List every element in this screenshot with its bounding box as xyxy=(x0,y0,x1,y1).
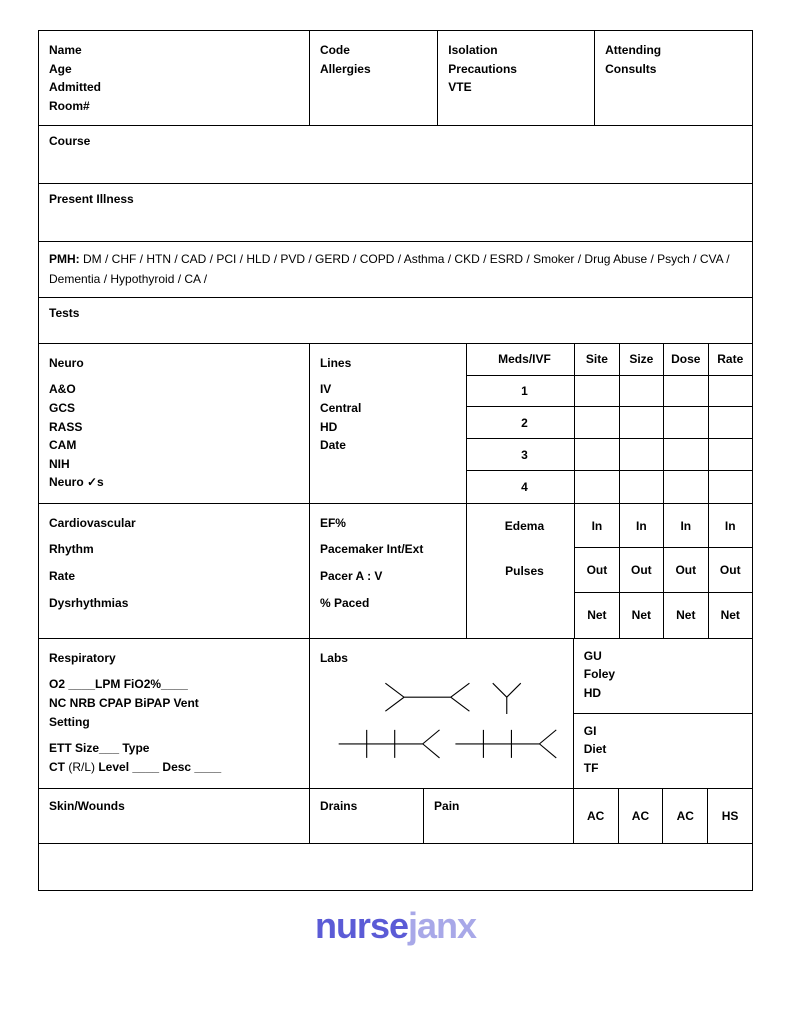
item: ETT Size___ Type xyxy=(49,739,299,758)
header-cell-code: Code Allergies xyxy=(310,31,438,126)
drains-cell: Drains xyxy=(310,789,424,844)
meds-row-2: 2 xyxy=(467,407,752,439)
resp-row: Respiratory O2 ____LPM FiO2%____ NC NRB … xyxy=(39,639,752,789)
report-sheet: Name Age Admitted Room# Code Allergies I… xyxy=(38,30,753,891)
col-size: Size xyxy=(620,344,664,376)
item: % Paced xyxy=(320,594,456,613)
plan-row xyxy=(39,844,752,890)
item: Setting xyxy=(49,713,299,732)
item: Central xyxy=(320,399,456,418)
io-in: Edema In In In In xyxy=(467,504,752,549)
item: IV xyxy=(320,380,456,399)
item: RASS xyxy=(49,418,299,437)
course-row: Course xyxy=(39,126,752,184)
header-cell-attending: Attending Consults xyxy=(595,31,752,126)
item: Date xyxy=(320,436,456,455)
meds-row-1: 1 xyxy=(467,376,752,408)
item: Rate xyxy=(49,567,299,586)
gu-cell: GU Foley HD xyxy=(574,639,752,714)
col-meds: Meds/IVF xyxy=(467,344,575,376)
label: Attending xyxy=(605,41,742,60)
label: Course xyxy=(49,134,90,148)
labs-fishbone-icon xyxy=(320,667,563,783)
col-rate: Rate xyxy=(709,344,752,376)
label: Precautions xyxy=(448,60,584,79)
label: Skin/Wounds xyxy=(49,799,125,813)
labs-cell: Labs xyxy=(310,639,574,789)
label: VTE xyxy=(448,78,584,97)
pmh-list: DM / CHF / HTN / CAD / PCI / HLD / PVD /… xyxy=(49,252,730,285)
label: Tests xyxy=(49,306,79,320)
io-out: Pulses Out Out Out Out xyxy=(467,548,752,593)
pmh-label: PMH: xyxy=(49,252,80,266)
label: Cardiovascular xyxy=(49,514,299,533)
skin-row: Skin/Wounds Drains Pain AC AC AC HS xyxy=(39,789,752,844)
item: Neuro ✓s xyxy=(49,473,299,492)
cell: 2 xyxy=(467,407,575,439)
item: EF% xyxy=(320,514,456,533)
nursejanx-logo: nursejanx xyxy=(38,905,753,947)
col-dose: Dose xyxy=(664,344,708,376)
item: HD xyxy=(320,418,456,437)
meds-row-3: 3 xyxy=(467,439,752,471)
label: Room# xyxy=(49,97,299,116)
gi-cell: GI Diet TF xyxy=(574,714,752,788)
header-cell-isolation: Isolation Precautions VTE xyxy=(438,31,595,126)
label: Labs xyxy=(320,649,563,668)
label: Pain xyxy=(434,799,459,813)
present-illness-row: Present Illness xyxy=(39,184,752,242)
meds-table: Meds/IVF Site Size Dose Rate 1 2 3 4 xyxy=(467,344,752,504)
cardio-cell: Cardiovascular Rhythm Rate Dysrhythmias xyxy=(39,504,310,639)
label: Lines xyxy=(320,354,456,373)
header-cell-patient: Name Age Admitted Room# xyxy=(39,31,310,126)
pmh-row: PMH: DM / CHF / HTN / CAD / PCI / HLD / … xyxy=(39,242,752,297)
item: A&O xyxy=(49,380,299,399)
item: CT (R/L) Level ____ Desc ____ xyxy=(49,758,299,777)
neuro-row: Neuro A&O GCS RASS CAM NIH Neuro ✓s Line… xyxy=(39,344,752,504)
pulses-label: Pulses xyxy=(467,548,575,593)
label: Admitted xyxy=(49,78,299,97)
label: Age xyxy=(49,60,299,79)
item: NIH xyxy=(49,455,299,474)
cell: 4 xyxy=(467,471,575,503)
label: Isolation xyxy=(448,41,584,60)
meds-row-4: 4 xyxy=(467,471,752,503)
item: Dysrhythmias xyxy=(49,594,299,613)
cardio-row: Cardiovascular Rhythm Rate Dysrhythmias … xyxy=(39,504,752,639)
tests-row: Tests xyxy=(39,298,752,344)
item: Rhythm xyxy=(49,540,299,559)
resp-cell: Respiratory O2 ____LPM FiO2%____ NC NRB … xyxy=(39,639,310,789)
label: Code xyxy=(320,41,427,60)
item: Pacer A : V xyxy=(320,567,456,586)
label: Present Illness xyxy=(49,192,134,206)
neuro-cell: Neuro A&O GCS RASS CAM NIH Neuro ✓s xyxy=(39,344,310,504)
label: Respiratory xyxy=(49,649,299,668)
col-site: Site xyxy=(575,344,619,376)
item: O2 ____LPM FiO2%____ xyxy=(49,675,299,694)
cardio-mid-cell: EF% Pacemaker Int/Ext Pacer A : V % Pace… xyxy=(310,504,467,639)
pain-cell: Pain xyxy=(424,789,574,844)
label: Drains xyxy=(320,799,357,813)
edema-label: Edema xyxy=(467,504,575,549)
label: Name xyxy=(49,41,299,60)
label: Consults xyxy=(605,60,742,79)
gu-gi-cells: GU Foley HD GI Diet TF xyxy=(574,639,752,789)
item: Pacemaker Int/Ext xyxy=(320,540,456,559)
item: GCS xyxy=(49,399,299,418)
meds-header: Meds/IVF Site Size Dose Rate xyxy=(467,344,752,376)
io-net: Net Net Net Net xyxy=(467,593,752,638)
item: NC NRB CPAP BiPAP Vent xyxy=(49,694,299,713)
io-table: Edema In In In In Pulses Out Out Out Out… xyxy=(467,504,752,639)
skin-cell: Skin/Wounds xyxy=(39,789,310,844)
header-row: Name Age Admitted Room# Code Allergies I… xyxy=(39,31,752,126)
lines-cell: Lines IV Central HD Date xyxy=(310,344,467,504)
med-times: AC AC AC HS xyxy=(574,789,752,844)
label: Neuro xyxy=(49,354,299,373)
label: Allergies xyxy=(320,60,427,79)
cell: 3 xyxy=(467,439,575,471)
item: CAM xyxy=(49,436,299,455)
cell: 1 xyxy=(467,376,575,408)
